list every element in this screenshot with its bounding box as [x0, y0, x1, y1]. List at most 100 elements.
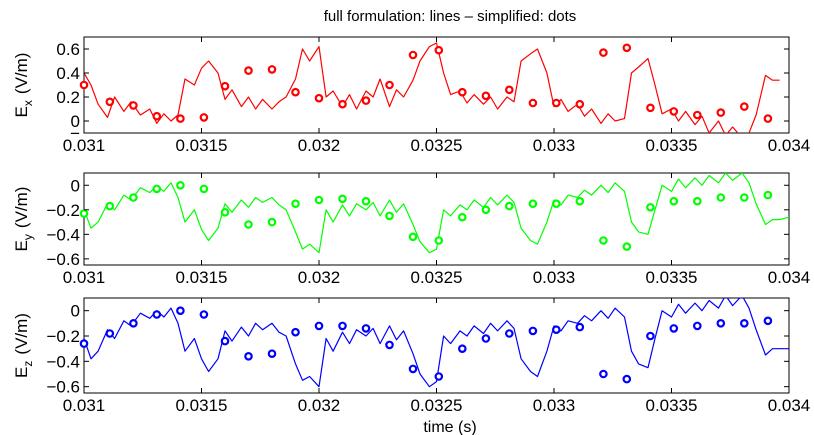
data-point-Ey [199, 184, 209, 194]
data-point-Ez [105, 329, 115, 338]
data-point-Ex [669, 107, 679, 116]
data-point-Ex [220, 81, 230, 91]
data-point-Ey [481, 205, 491, 215]
data-point-Ey [220, 208, 230, 217]
data-point-Ey [176, 181, 185, 190]
x-tick-label: 0.033 [533, 136, 576, 155]
data-point-Ey [716, 193, 726, 202]
data-point-Ez [481, 334, 491, 343]
x-tick-label: 0.031 [63, 396, 106, 415]
y-axis-label-unit: (V/m) [12, 187, 31, 229]
y-tick-label: 0.6 [56, 40, 80, 59]
subplot-Ey: 0.031 0.0315 0.032 0.0325 0.033 0.0335 0.034 −0… [12, 172, 811, 287]
data-point-Ex [599, 48, 608, 57]
data-point-Ex [105, 97, 115, 107]
data-point-Ey [669, 196, 679, 206]
data-point-Ex [575, 99, 585, 109]
subplot-Ez: 0.031 0.0315 0.032 0.0325 0.033 0.0335 0.034 −0… [12, 297, 811, 415]
x-tick-label: 0.0325 [411, 396, 463, 415]
x-tick-label: 0.032 [298, 268, 341, 287]
data-point-Ey [692, 196, 702, 206]
x-tick-label: 0.0315 [176, 396, 228, 415]
data-point-Ez [152, 310, 162, 319]
figure-title: full formulation: lines – simplified: do… [324, 8, 577, 25]
data-point-Ez [457, 344, 467, 354]
data-point-Ey [763, 190, 773, 200]
y-tick-label: 0 [71, 112, 80, 131]
data-point-Ey [267, 217, 277, 227]
x-tick-label: 0.031 [63, 136, 106, 155]
data-point-Ez [575, 322, 585, 332]
data-point-Ex [434, 45, 444, 55]
data-point-Ex [504, 85, 514, 95]
axes-frame [83, 172, 790, 266]
data-point-Ez [79, 339, 89, 348]
data-point-Ex [408, 50, 418, 60]
data-point-Ez [314, 321, 324, 331]
data-point-Ex [457, 87, 467, 97]
x-tick-label: 0.033 [533, 396, 576, 415]
data-point-Ex [129, 101, 138, 110]
data-point-Ez [504, 329, 514, 338]
data-point-Ex [528, 98, 538, 108]
y-tick-label: −0.2 [46, 327, 80, 346]
data-point-Ez [692, 321, 702, 331]
data-point-Ey [408, 232, 418, 242]
data-point-Ey [152, 184, 162, 194]
data-point-Ey [622, 242, 632, 251]
data-point-Ez [361, 324, 371, 333]
data-point-Ez [176, 306, 185, 316]
data-point-Ez [434, 372, 444, 381]
x-tick-label: 0.0335 [646, 396, 698, 415]
data-point-Ez [385, 340, 394, 350]
y-axis-label-subscript: x [21, 100, 35, 106]
y-axis-label: Ey (V/m) [12, 187, 35, 252]
data-point-Ey [244, 220, 253, 229]
data-point-Ez [739, 318, 749, 328]
data-point-Ez [220, 336, 230, 346]
x-tick-label: 0.031 [63, 268, 106, 287]
data-point-Ex [361, 96, 371, 105]
data-point-Ez [291, 327, 300, 337]
series-line-Ez [84, 298, 789, 388]
x-tick-label: 0.0325 [411, 268, 463, 287]
data-point-Ex [622, 43, 632, 53]
data-point-Ez [716, 318, 726, 328]
series-line-Ey [84, 173, 789, 254]
data-point-Ez [646, 331, 655, 341]
x-tick-label: 0.034 [768, 396, 811, 415]
x-tick-label: 0.0335 [646, 136, 698, 155]
data-point-Ey [599, 236, 608, 245]
y-axis-label-unit: (V/m) [12, 313, 31, 355]
y-axis-label-subscript: y [21, 234, 35, 240]
data-point-Ez [551, 325, 561, 335]
data-point-Ey [79, 209, 89, 218]
data-point-Ex [481, 91, 491, 101]
data-point-Ey [551, 199, 561, 209]
y-tick-label: − [70, 124, 80, 143]
x-tick-label: 0.034 [768, 136, 811, 155]
data-point-Ex [199, 113, 209, 122]
data-point-Ex [739, 102, 749, 111]
data-point-Ez [763, 316, 773, 326]
data-point-Ez [528, 326, 538, 336]
data-point-Ex [152, 111, 162, 121]
subplot-Ex: 0.031 0.0315 0.032 0.0325 0.033 0.0335 0.034 0 0… [12, 36, 811, 155]
data-point-Ey [291, 199, 300, 209]
y-tick-label: 0 [71, 176, 80, 195]
y-tick-label: 0 [71, 302, 80, 321]
y-tick-label: −0.4 [46, 352, 80, 371]
y-axis-label-main: E [12, 367, 31, 378]
x-tick-label: 0.034 [768, 268, 811, 287]
y-axis-label-unit: (V/m) [12, 53, 31, 95]
y-axis-label-main: E [12, 106, 31, 117]
data-point-Ex [338, 99, 347, 109]
y-tick-label: 0.4 [56, 64, 80, 83]
data-point-Ey [528, 199, 538, 209]
data-point-Ey [575, 196, 585, 206]
data-point-Ey [646, 203, 655, 212]
y-axis-label-subscript: z [21, 361, 35, 367]
data-point-Ex [385, 80, 394, 90]
data-point-Ez [599, 369, 608, 379]
